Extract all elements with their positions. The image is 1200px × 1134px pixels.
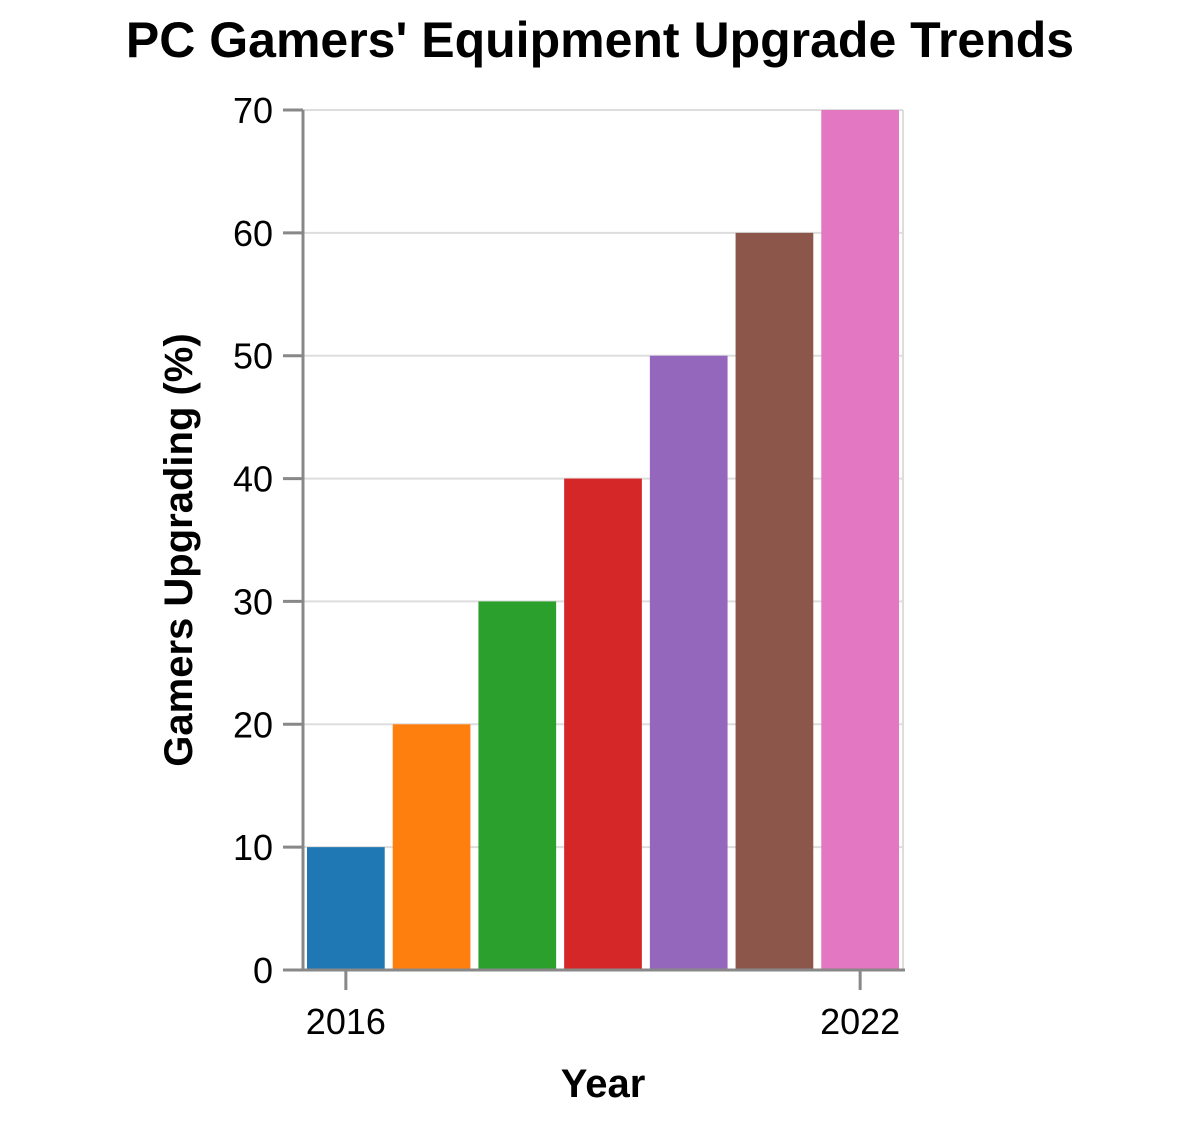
y-tick-label: 30 — [233, 581, 273, 622]
y-tick-label: 40 — [233, 459, 273, 500]
bar-2017 — [392, 724, 471, 970]
y-tick-label: 20 — [233, 704, 273, 745]
x-tick-label: 2022 — [820, 1001, 900, 1042]
y-tick-label: 70 — [233, 90, 273, 131]
bar-2021 — [735, 232, 814, 970]
bar-2016 — [307, 847, 385, 970]
bar-2022 — [821, 110, 899, 970]
y-tick-label: 0 — [253, 950, 273, 991]
y-tick-label: 50 — [233, 336, 273, 377]
chart-title: PC Gamers' Equipment Upgrade Trends — [125, 12, 1075, 68]
x-tick-label: 2016 — [306, 1001, 386, 1042]
y-tick-label: 10 — [233, 827, 273, 868]
y-tick-label: 60 — [233, 213, 273, 254]
bar-2019 — [564, 478, 642, 970]
bar-2018 — [478, 601, 557, 970]
x-axis-title: Year — [561, 1062, 646, 1106]
axes: 0 10 20 30 40 50 60 70 2016 2022 — [233, 90, 905, 1042]
y-axis-title: Gamers Upgrading (%) — [157, 333, 201, 766]
bar-2020 — [649, 355, 728, 970]
bars — [307, 110, 899, 970]
